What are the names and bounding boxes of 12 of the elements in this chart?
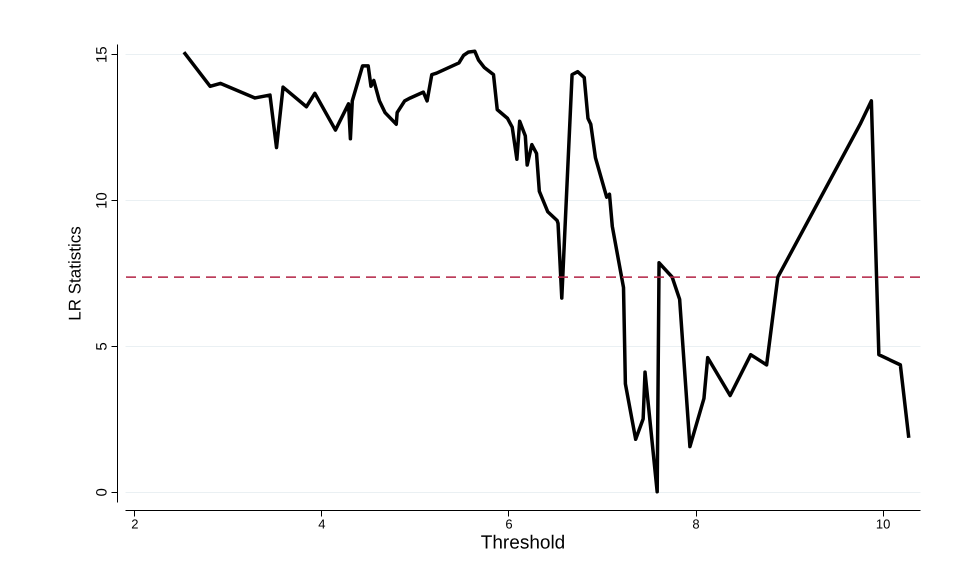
x-tick-label: 6 — [505, 516, 513, 532]
y-tick-label: 10 — [94, 192, 110, 209]
x-tick-label: 10 — [876, 516, 890, 532]
y-tick-label: 5 — [94, 342, 110, 351]
y-tick-label: 0 — [94, 488, 110, 496]
line-series — [182, 50, 911, 494]
y-axis-title: LR Statistics — [66, 226, 84, 321]
x-tick-label: 8 — [692, 516, 700, 532]
x-axis-title: Threshold — [480, 532, 566, 554]
x-tick-label: 4 — [318, 516, 326, 532]
y-tick-label: 15 — [94, 46, 110, 64]
x-tick-label: 2 — [131, 516, 138, 532]
